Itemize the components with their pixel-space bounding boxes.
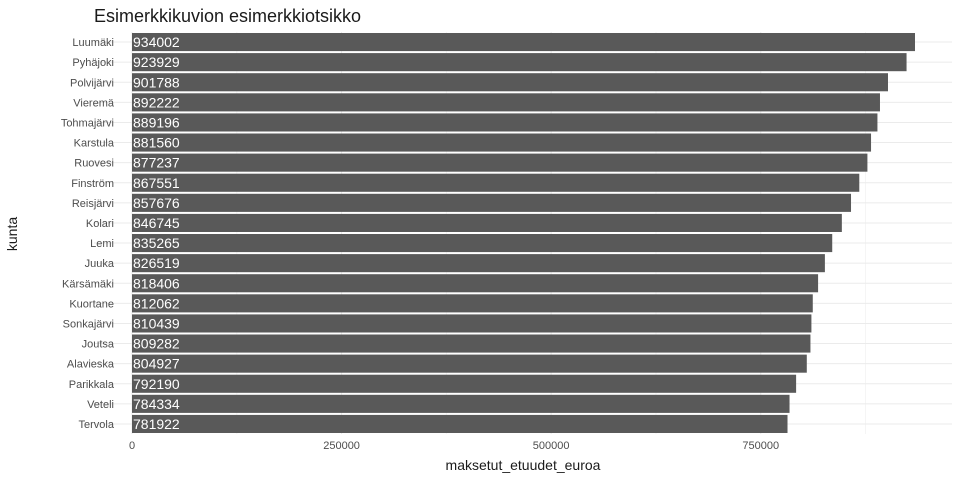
bar-value-label: 809282	[133, 336, 180, 352]
category-label: Parikkala	[69, 379, 115, 391]
bar	[132, 234, 833, 253]
bar	[132, 93, 880, 112]
x-tick-label: 250000	[323, 440, 360, 452]
category-label: Veteli	[87, 399, 114, 411]
bar-value-label: 826519	[133, 255, 180, 271]
bar	[132, 394, 790, 413]
bar-value-label: 881560	[133, 135, 180, 151]
category-label: Reisjärvi	[72, 198, 114, 210]
bar-value-labels: 934002 923929 901788 892222 889196 881560 8772…	[133, 34, 180, 432]
bar-value-label: 812062	[133, 295, 180, 311]
bar	[132, 354, 807, 373]
bar	[132, 193, 852, 212]
x-axis-tick-labels: 0 250000 500000 750000	[129, 440, 779, 452]
bar	[132, 294, 813, 313]
category-label: Polvijärvi	[70, 77, 114, 89]
category-label: Lemi	[90, 238, 114, 250]
bar-value-label: 923929	[133, 54, 180, 70]
bar-value-label: 818406	[133, 275, 180, 291]
bar-value-label: 877237	[133, 155, 180, 171]
x-axis-title: maksetut_etuudet_euroa	[446, 457, 601, 473]
category-label: Luumäki	[72, 37, 114, 49]
bar-value-label: 810439	[133, 315, 180, 331]
bar-value-label: 784334	[133, 396, 180, 412]
bar	[132, 153, 868, 172]
category-label: Vieremä	[73, 97, 115, 109]
bar	[132, 334, 811, 353]
bar	[132, 53, 907, 72]
bar-value-label: 889196	[133, 114, 180, 130]
category-label: Alavieska	[67, 359, 115, 371]
x-tick-label: 0	[129, 440, 135, 452]
bar	[132, 73, 888, 92]
bar-value-label: 804927	[133, 356, 180, 372]
bar-value-label: 846745	[133, 215, 180, 231]
bar	[132, 274, 819, 293]
bar	[132, 254, 825, 273]
x-tick-label: 500000	[533, 440, 570, 452]
bar	[132, 173, 860, 192]
category-label: Joutsa	[82, 339, 115, 351]
category-label: Karstula	[74, 138, 115, 150]
category-label: Tervola	[79, 419, 115, 431]
category-label: Tohmajärvi	[61, 117, 114, 129]
bars	[132, 33, 915, 433]
category-label: Sonkajärvi	[63, 318, 114, 330]
category-label: Juuka	[85, 258, 115, 270]
bar	[132, 314, 812, 333]
bar	[132, 213, 842, 232]
y-axis-category-labels: Luumäki Pyhäjoki Polvijärvi Vieremä Tohmajär…	[61, 37, 115, 431]
bar-value-label: 867551	[133, 175, 180, 191]
bar-value-label: 934002	[133, 34, 180, 50]
bar-value-label: 792190	[133, 376, 180, 392]
category-label: Kolari	[86, 218, 114, 230]
bar	[132, 374, 797, 393]
chart-title: Esimerkkikuvion esimerkkiotsikko	[94, 6, 361, 26]
x-tick-label: 750000	[742, 440, 779, 452]
category-label: Kärsämäki	[62, 278, 114, 290]
bar-value-label: 835265	[133, 235, 180, 251]
bar	[132, 414, 788, 433]
bar	[132, 113, 878, 132]
y-axis-title: kunta	[4, 217, 20, 251]
category-label: Ruovesi	[74, 158, 114, 170]
bar-value-label: 892222	[133, 94, 180, 110]
bar	[132, 133, 872, 152]
category-label: Pyhäjoki	[72, 57, 114, 69]
category-label: Finström	[71, 178, 114, 190]
bar-value-label: 781922	[133, 416, 180, 432]
grid	[94, 32, 952, 434]
bar-value-label: 857676	[133, 195, 180, 211]
bar-value-label: 901788	[133, 74, 180, 90]
category-label: Kuortane	[69, 298, 114, 310]
bar	[132, 33, 915, 52]
